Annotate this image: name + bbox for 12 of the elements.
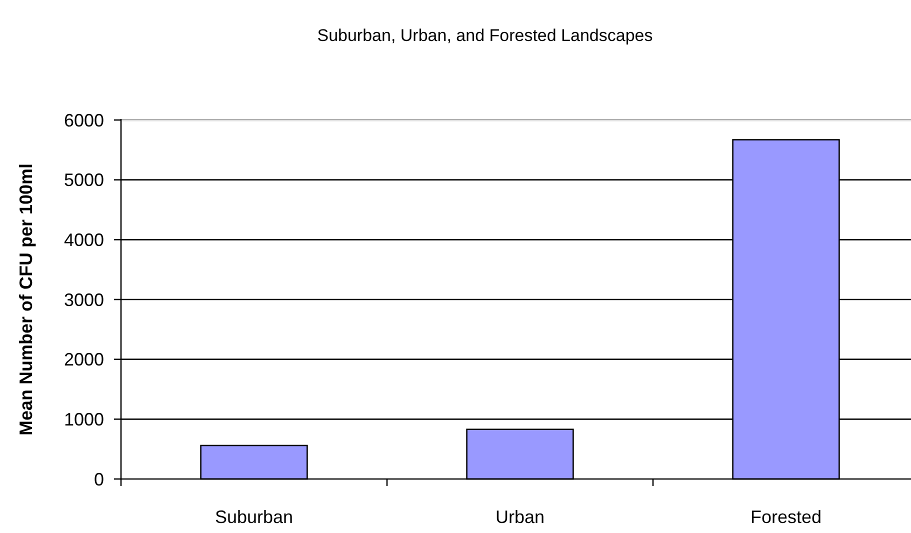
y-tick-label: 5000 (64, 170, 104, 190)
y-tick-label: 1000 (64, 409, 104, 430)
x-tick-label: Urban (495, 507, 545, 527)
x-tick-label: Suburban (214, 507, 294, 527)
x-tick-label: Forested (750, 507, 822, 527)
y-tick-label: 2000 (64, 350, 104, 370)
y-axis-title: Mean Number of CFU per 100ml (16, 163, 36, 436)
y-tick-label: 0 (94, 469, 104, 490)
chart-title: Suburban, Urban, and Forested Landscapes (317, 26, 653, 45)
y-tick-label: 6000 (64, 110, 104, 130)
y-tick-label: 4000 (64, 230, 104, 250)
y-tick-label: 3000 (64, 290, 104, 310)
